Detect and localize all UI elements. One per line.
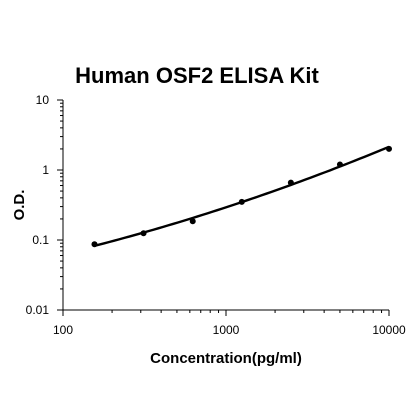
plot-axes xyxy=(62,100,389,311)
x-axis-label: Concentration(pg/ml) xyxy=(150,350,302,367)
data-point xyxy=(238,198,245,205)
y-tick-label: 10 xyxy=(36,93,50,107)
data-point xyxy=(287,179,294,186)
y-tick-label: 1 xyxy=(42,163,49,177)
data-point xyxy=(336,161,343,168)
data-points xyxy=(91,145,392,248)
y-ticks: 0.01 0.1 1 10 xyxy=(26,93,63,317)
data-point xyxy=(386,145,392,152)
data-point xyxy=(91,241,98,248)
x-ticks: 100 1000 10000 xyxy=(53,310,406,337)
data-point xyxy=(189,218,196,225)
x-tick-label: 10000 xyxy=(372,323,406,337)
y-tick-label: 0.1 xyxy=(32,233,49,247)
fit-curve xyxy=(94,145,390,248)
y-axis-label: O.D. xyxy=(11,190,28,221)
y-tick-label: 0.01 xyxy=(26,303,50,317)
chart-title: Human OSF2 ELISA Kit xyxy=(75,63,319,88)
data-point xyxy=(140,230,147,237)
x-tick-label: 100 xyxy=(53,323,73,337)
x-tick-label: 1000 xyxy=(213,323,240,337)
